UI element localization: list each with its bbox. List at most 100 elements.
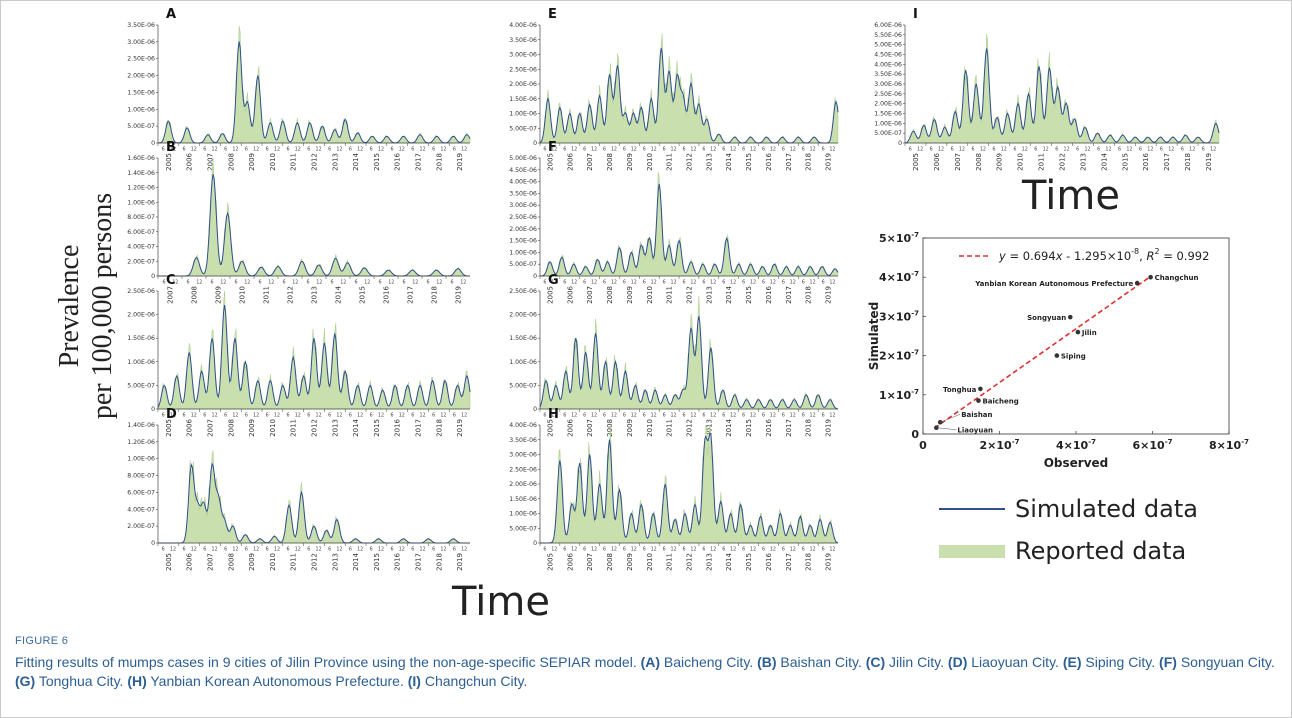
- x-month-tick-label: 6: [411, 147, 414, 153]
- x-month-tick-label: 12: [274, 413, 280, 419]
- y-tick-label: 1.50E-06: [509, 496, 537, 503]
- x-year-tick-label: 2017: [1163, 153, 1171, 171]
- legend-simulated-label: Simulated data: [1015, 495, 1198, 523]
- panel-letter: E: [548, 7, 557, 22]
- y-tick-label: 4.00E-06: [874, 61, 902, 68]
- simulated-line-h: [540, 432, 839, 544]
- x-year-tick-label: 2008: [227, 419, 235, 437]
- x-year-tick-label: 2005: [546, 553, 554, 571]
- x-month-tick-label: 6: [245, 147, 248, 153]
- reported-area-d: [158, 450, 470, 544]
- y-tick-label: 2.50E-06: [509, 66, 537, 73]
- x-month-tick-label: 12: [829, 547, 835, 553]
- x-month-tick-label: 6: [822, 547, 825, 553]
- panel-letter: I: [913, 7, 918, 22]
- x-month-tick-label: 6: [370, 547, 373, 553]
- x-year-tick-label: 2013: [705, 286, 713, 304]
- x-month-tick-label: 12: [571, 280, 577, 286]
- x-month-tick-label: 12: [399, 147, 405, 153]
- panel-c: 0 5.00E-07 1.00E-06 1.50E-06 2.00E-06 2.50E-0…: [127, 273, 471, 437]
- x-month-tick-label: 12: [436, 280, 442, 286]
- panel-g: 0 5.00E-07 1.00E-06 1.50E-06 2.00E-06 2.50E-0…: [509, 273, 839, 437]
- x-month-tick-label: 6: [1034, 147, 1037, 153]
- y-tick-label: 3.50E-06: [509, 37, 537, 44]
- x-year-tick-label: 2006: [933, 152, 941, 170]
- y-tick-label: 1.00E-06: [509, 249, 537, 256]
- y-tick-label: 1.40E-06: [127, 422, 155, 429]
- x-month-tick-label: 6: [328, 147, 331, 153]
- x-year-tick-label: 2007: [207, 419, 215, 437]
- x-month-tick-label: 6: [623, 547, 626, 553]
- x-year-tick-label: 2011: [290, 153, 298, 171]
- panel-d: 0 2.00E-07 4.00E-07 6.00E-07 8.00E-07 1.00E-0…: [127, 407, 470, 571]
- y-tick-label: 8.00E-07: [127, 473, 155, 480]
- x-month-tick-label: 6: [453, 547, 456, 553]
- point-label: Baishan: [961, 411, 992, 419]
- x-month-tick-label: 6: [286, 547, 289, 553]
- x-year-tick-label: 2007: [207, 153, 215, 171]
- x-year-tick-label: 2008: [975, 153, 983, 171]
- x-month-tick-label: 6: [583, 413, 586, 419]
- caption-panel-ref: (A): [640, 654, 661, 670]
- y-tick-label: 0: [533, 540, 537, 547]
- x-month-tick-label: 6: [972, 147, 975, 153]
- x-month-tick-label: 6: [390, 547, 393, 553]
- x-month-tick-label: 6: [390, 147, 393, 153]
- y-tick-label: 2.50E-06: [874, 91, 902, 98]
- x-month-tick-label: 12: [274, 547, 280, 553]
- y-tick-label: 0: [533, 406, 537, 413]
- y-tick-label: 0: [533, 140, 537, 147]
- y-tick-label: 6.00E-07: [127, 489, 155, 496]
- x-month-tick-label: 12: [1126, 147, 1132, 153]
- x-month-tick-label: 12: [611, 413, 617, 419]
- legend: Simulated data Reported data: [939, 495, 1198, 565]
- x-year-tick-label: 2007: [586, 553, 594, 571]
- reported-area-h: [540, 424, 839, 544]
- x-month-tick-label: 6: [992, 147, 995, 153]
- point-label: Siping: [1061, 353, 1086, 361]
- x-year-tick-label: 2012: [686, 153, 694, 171]
- x-month-tick-label: 12: [631, 413, 637, 419]
- x-month-tick-label: 6: [162, 547, 165, 553]
- caption-segment: Baicheng City.: [660, 654, 758, 670]
- scatter-point: [1134, 280, 1140, 286]
- x-year-tick-label: 2015: [745, 153, 753, 171]
- x-month-tick-label: 12: [253, 413, 259, 419]
- x-month-tick-label: 6: [1013, 147, 1016, 153]
- point-callout: [940, 414, 961, 423]
- x-month-tick-label: 6: [951, 147, 954, 153]
- x-month-tick-label: 6: [203, 413, 206, 419]
- point-callout: [936, 427, 957, 430]
- caption-segment: Baishan City.: [776, 654, 866, 670]
- x-month-tick-label: 6: [683, 280, 686, 286]
- x-year-tick-label: 2009: [248, 553, 256, 571]
- x-year-tick-label: 2013: [705, 153, 713, 171]
- x-year-tick-label: 2012: [686, 419, 694, 437]
- x-month-tick-label: 12: [571, 413, 577, 419]
- x-month-tick-label: 6: [623, 147, 626, 153]
- x-year-tick-label: 2015: [745, 419, 753, 437]
- x-year-tick-label: 2015: [745, 553, 753, 571]
- x-year-tick-label: 2015: [1121, 153, 1129, 171]
- x-month-tick-label: 12: [790, 547, 796, 553]
- x-year-tick-label: 2016: [765, 285, 773, 303]
- x-year-tick-label: 2007: [167, 286, 175, 304]
- x-month-tick-label: 6: [702, 147, 705, 153]
- x-month-tick-label: 12: [829, 413, 835, 419]
- x-year-tick-label: 2016: [394, 152, 402, 170]
- x-month-tick-label: 6: [370, 147, 373, 153]
- x-year-tick-label: 2006: [186, 152, 194, 170]
- simulated-line-c: [157, 305, 471, 408]
- x-month-tick-label: 6: [742, 280, 745, 286]
- x-month-tick-label: 6: [663, 280, 666, 286]
- reported-area-e: [539, 33, 839, 144]
- y-tick-label: 0: [151, 140, 155, 147]
- caption-panel-ref: (B): [757, 654, 777, 670]
- x-month-tick-label: 12: [591, 413, 597, 419]
- x-month-tick-label: 12: [212, 147, 218, 153]
- figure-canvas: 0 5.00E-07 1.00E-06 1.50E-06 2.00E-06 2.50E-0…: [54, 7, 1249, 625]
- x-month-tick-label: 12: [292, 280, 298, 286]
- x-month-tick-label: 12: [388, 280, 394, 286]
- x-month-tick-label: 6: [426, 280, 429, 286]
- x-month-tick-label: 12: [316, 147, 322, 153]
